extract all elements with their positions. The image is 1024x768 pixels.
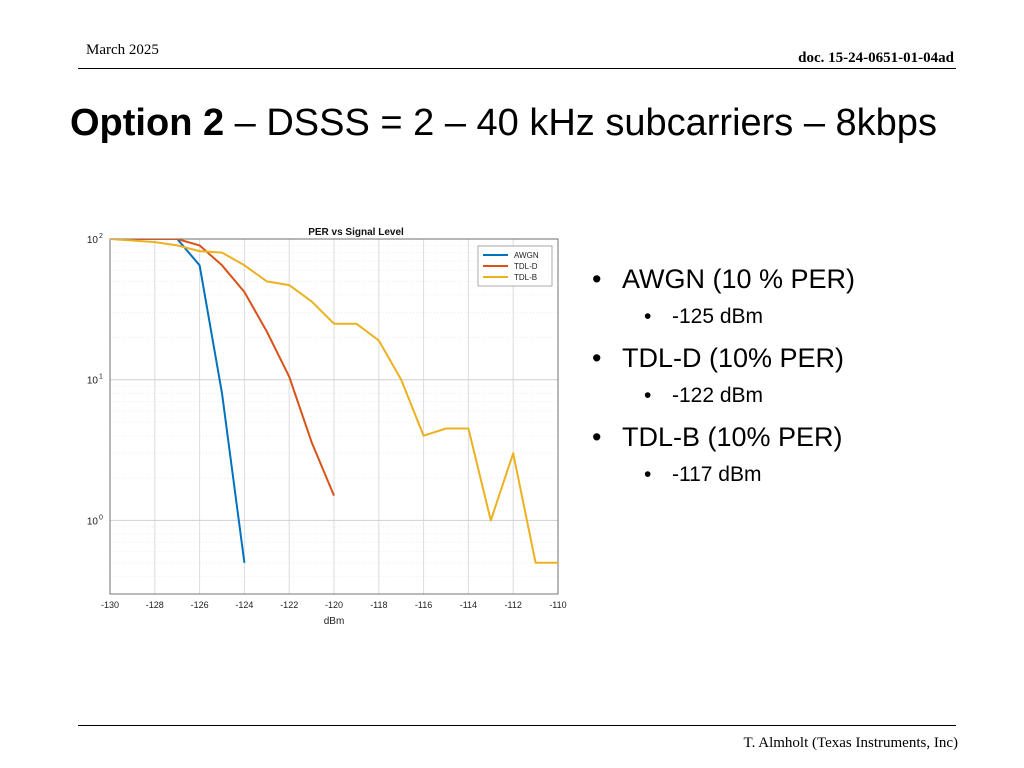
- x-tick-label: -114: [460, 600, 477, 610]
- x-tick-label: -116: [415, 600, 432, 610]
- x-axis-label: dBm: [324, 616, 345, 627]
- y-tick-label: 10: [87, 376, 99, 387]
- y-tick-exponent: 0: [99, 514, 103, 521]
- y-tick-label: 10: [87, 516, 99, 527]
- x-tick-label: -128: [146, 600, 164, 610]
- y-tick-exponent: 1: [99, 374, 103, 381]
- x-tick-label: -110: [549, 600, 566, 610]
- x-tick-label: -120: [325, 600, 343, 610]
- y-tick-exponent: 2: [99, 233, 103, 240]
- legend-label: AWGN: [514, 251, 539, 260]
- bullet-tdl-b: TDL-B (10% PER): [592, 422, 992, 453]
- x-tick-label: -126: [191, 600, 209, 610]
- bullet-tdl-d-value: -122 dBm: [592, 384, 992, 408]
- bullet-awgn: AWGN (10 % PER): [592, 264, 992, 295]
- chart-title: PER vs Signal Level: [308, 227, 404, 238]
- legend-label: TDL-B: [514, 273, 537, 282]
- bullet-tdl-d: TDL-D (10% PER): [592, 343, 992, 374]
- bullet-list: AWGN (10 % PER) -125 dBm TDL-D (10% PER)…: [592, 264, 992, 501]
- footer-divider: [78, 725, 956, 726]
- per-chart: -130 -128 -126 -124 -122 -120 -118 -116 -114 -112…: [78, 220, 576, 632]
- x-tick-label: -130: [101, 600, 119, 610]
- plot-frame: [109, 238, 559, 595]
- series-line-awgn: [110, 239, 246, 563]
- slide-title-bold: Option 2: [70, 102, 225, 144]
- footer-author: T. Almholt (Texas Instruments, Inc): [743, 735, 958, 751]
- series-line-tdl-d: [110, 239, 335, 496]
- header-date: March 2025: [86, 42, 159, 58]
- x-tick-label: -122: [280, 600, 298, 610]
- x-tick-label: -118: [370, 600, 387, 610]
- legend-label: TDL-D: [514, 262, 538, 271]
- series-line-tdl-b: [110, 239, 558, 564]
- header-divider: [78, 68, 956, 69]
- bullet-tdl-b-value: -117 dBm: [592, 463, 992, 487]
- y-tick-label: 10: [87, 235, 99, 246]
- x-tick-label: -112: [505, 600, 522, 610]
- slide-title-rest: – DSSS = 2 – 40 kHz subcarriers – 8kbps: [224, 102, 937, 144]
- bullet-awgn-value: -125 dBm: [592, 305, 992, 329]
- slide-title: Option 2 – DSSS = 2 – 40 kHz subcarriers…: [70, 102, 937, 145]
- header-doc-id: doc. 15-24-0651-01-04ad: [798, 50, 954, 66]
- x-tick-label: -124: [235, 600, 253, 610]
